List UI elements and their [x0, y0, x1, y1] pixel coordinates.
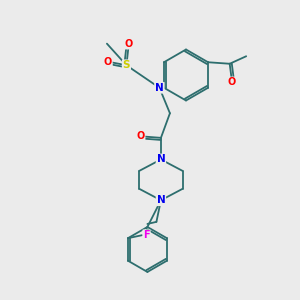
Text: N: N [157, 154, 165, 164]
Text: N: N [155, 83, 164, 93]
Text: N: N [157, 195, 165, 205]
Text: O: O [228, 77, 236, 87]
Text: O: O [104, 57, 112, 67]
Text: O: O [136, 131, 145, 141]
Text: S: S [123, 60, 130, 70]
Text: F: F [143, 230, 150, 240]
Text: O: O [125, 39, 133, 49]
